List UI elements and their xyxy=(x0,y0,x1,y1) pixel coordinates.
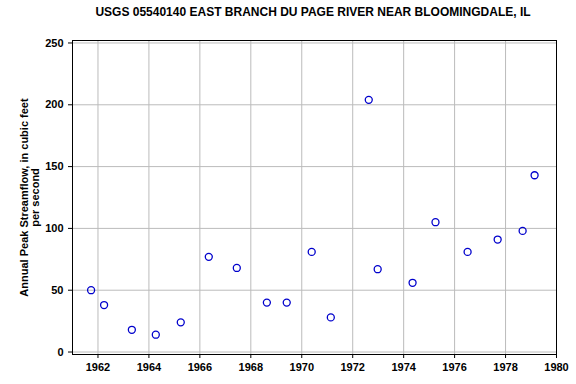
svg-text:1964: 1964 xyxy=(137,361,162,373)
svg-text:0: 0 xyxy=(57,346,63,358)
svg-text:1978: 1978 xyxy=(493,361,517,373)
svg-text:150: 150 xyxy=(45,160,63,172)
svg-text:1962: 1962 xyxy=(86,361,110,373)
svg-text:1970: 1970 xyxy=(290,361,314,373)
svg-text:1972: 1972 xyxy=(340,361,364,373)
svg-text:1966: 1966 xyxy=(188,361,212,373)
svg-text:50: 50 xyxy=(51,284,63,296)
svg-text:200: 200 xyxy=(45,98,63,110)
svg-text:1976: 1976 xyxy=(442,361,466,373)
svg-text:1974: 1974 xyxy=(391,361,416,373)
svg-text:1980: 1980 xyxy=(544,361,568,373)
svg-text:250: 250 xyxy=(45,36,63,48)
svg-text:100: 100 xyxy=(45,222,63,234)
svg-text:Annual Peak Streamflow, in cub: Annual Peak Streamflow, in cubic feetper… xyxy=(18,98,41,297)
svg-text:1968: 1968 xyxy=(239,361,263,373)
html-text:USGS 05540140 EAST BRANCH DU P: USGS 05540140 EAST BRANCH DU PAGE RIVER … xyxy=(95,5,531,19)
